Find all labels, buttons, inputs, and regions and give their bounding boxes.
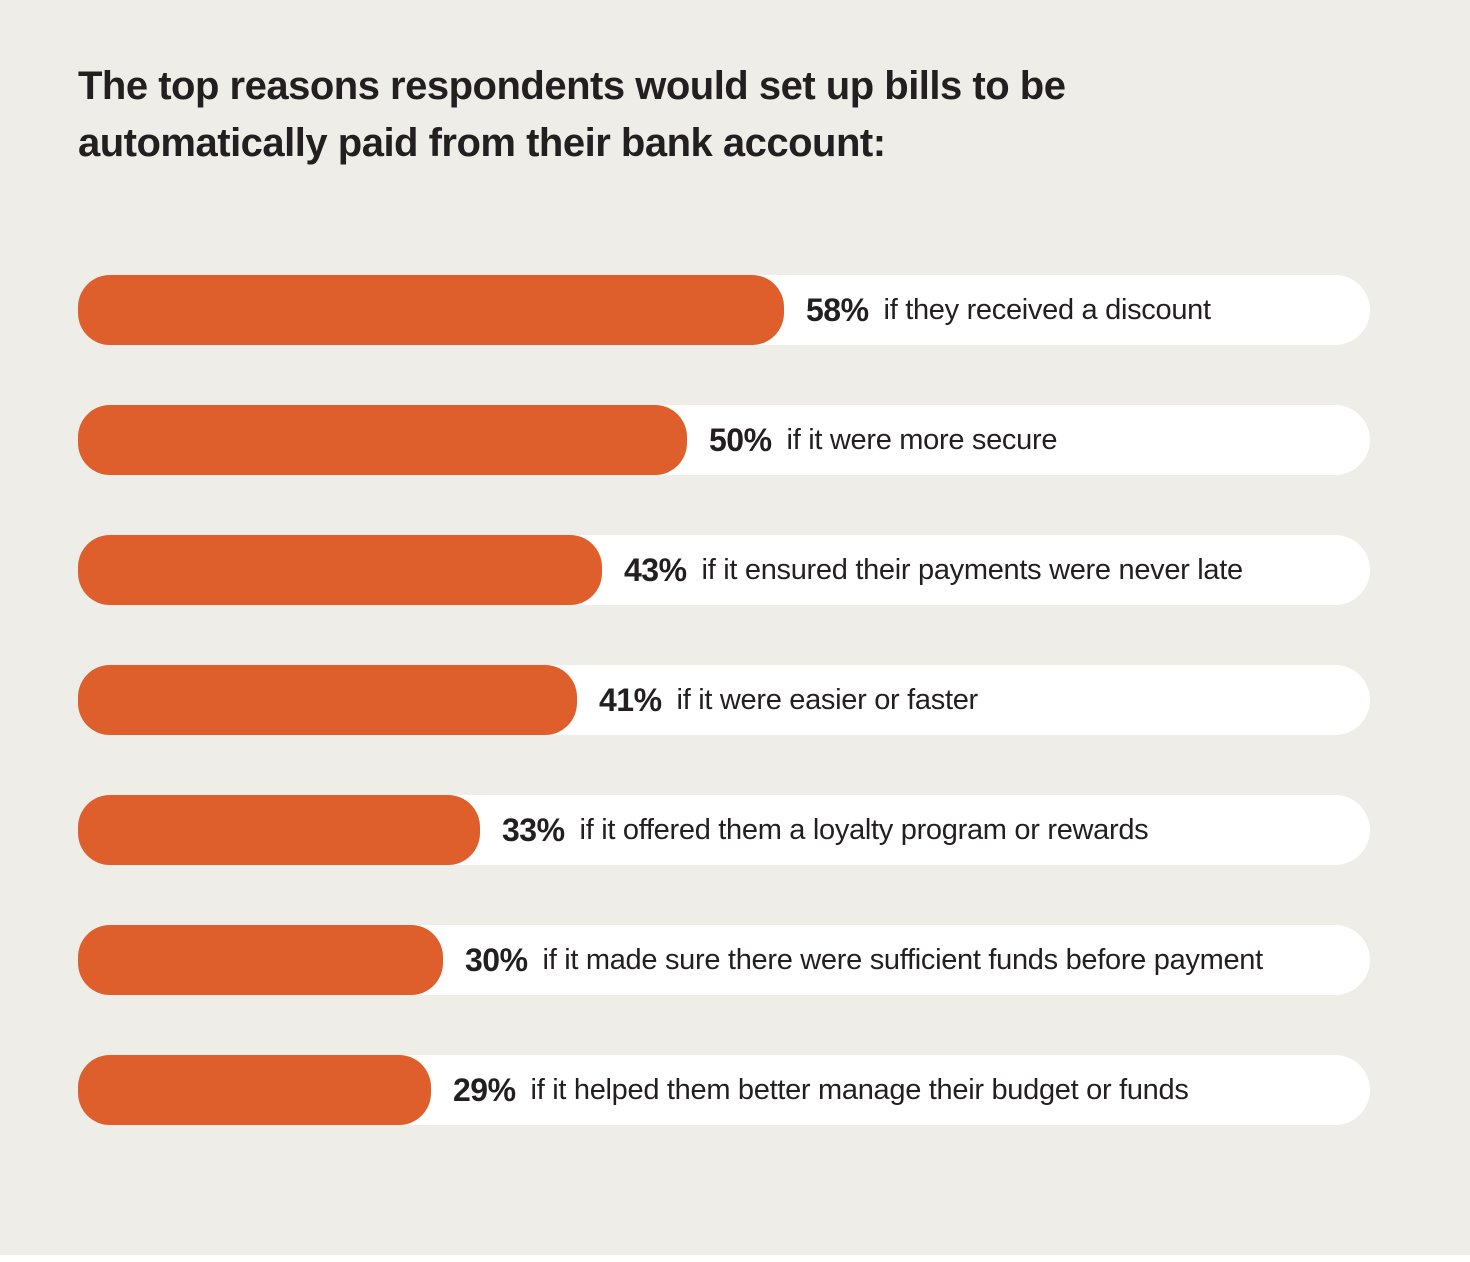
- bar-value-label: 41%: [599, 681, 662, 718]
- bar-label-group: 30% if it made sure there were sufficient…: [465, 925, 1263, 995]
- bar-category-label: if they received a discount: [883, 293, 1212, 326]
- bar-fill: [78, 665, 577, 735]
- bar-row: 41% if it were easier or faster: [78, 665, 1370, 735]
- bar-fill: [78, 405, 687, 475]
- bar-fill: [78, 925, 443, 995]
- bar-category-label: if it were more secure: [786, 423, 1058, 456]
- bar-value-label: 43%: [624, 551, 687, 588]
- bar-value-label: 33%: [502, 811, 565, 848]
- bar-fill: [78, 1055, 431, 1125]
- bar-label-group: 43% if it ensured their payments were nev…: [624, 535, 1243, 605]
- bar-value-label: 30%: [465, 941, 528, 978]
- bar-category-label: if it were easier or faster: [676, 683, 979, 716]
- bar-row: 33% if it offered them a loyalty program …: [78, 795, 1370, 865]
- bar-value-label: 50%: [709, 421, 772, 458]
- bar-value-label: 29%: [453, 1071, 516, 1108]
- bar-row: 50% if it were more secure: [78, 405, 1370, 475]
- bar-row: 58% if they received a discount: [78, 275, 1370, 345]
- bar-category-label: if it made sure there were sufficient fu…: [542, 943, 1264, 976]
- bar-value-label: 58%: [806, 291, 869, 328]
- bar-chart: 58% if they received a discount 50% if it w…: [78, 275, 1370, 1125]
- bar-row: 43% if it ensured their payments were nev…: [78, 535, 1370, 605]
- bar-row: 30% if it made sure there were sufficient…: [78, 925, 1370, 995]
- bar-category-label: if it offered them a loyalty program or …: [579, 813, 1149, 846]
- bar-label-group: 58% if they received a discount: [806, 275, 1211, 345]
- bar-category-label: if it ensured their payments were never …: [701, 553, 1244, 586]
- bar-fill: [78, 795, 480, 865]
- bar-fill: [78, 275, 784, 345]
- bottom-strip: [0, 1255, 1470, 1262]
- bar-category-label: if it helped them better manage their bu…: [530, 1073, 1189, 1106]
- bar-label-group: 33% if it offered them a loyalty program …: [502, 795, 1149, 865]
- bar-label-group: 29% if it helped them better manage their…: [453, 1055, 1189, 1125]
- chart-title: The top reasons respondents would set up…: [78, 64, 1066, 165]
- bar-label-group: 41% if it were easier or faster: [599, 665, 978, 735]
- bar-label-group: 50% if it were more secure: [709, 405, 1057, 475]
- bar-fill: [78, 535, 602, 605]
- bar-row: 29% if it helped them better manage their…: [78, 1055, 1370, 1125]
